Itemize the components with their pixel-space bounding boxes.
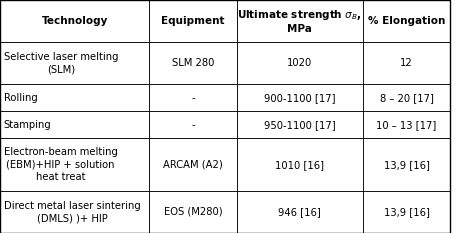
Bar <box>0 111 149 138</box>
Text: 950-1100 [17]: 950-1100 [17] <box>264 120 336 130</box>
Text: -: - <box>191 120 195 130</box>
Bar <box>363 138 450 191</box>
Bar <box>237 111 363 138</box>
Text: 13,9 [16]: 13,9 [16] <box>383 160 429 170</box>
Text: 8 – 20 [17]: 8 – 20 [17] <box>380 93 433 103</box>
Text: Selective laser melting
(SLM): Selective laser melting (SLM) <box>4 52 118 74</box>
Text: -: - <box>191 93 195 103</box>
Bar <box>0 138 149 191</box>
Text: Technology: Technology <box>41 16 108 26</box>
Text: 13,9 [16]: 13,9 [16] <box>383 207 429 217</box>
Text: 946 [16]: 946 [16] <box>278 207 321 217</box>
Text: % Elongation: % Elongation <box>368 16 445 26</box>
Text: EOS (M280): EOS (M280) <box>164 207 222 217</box>
Text: Rolling: Rolling <box>4 93 37 103</box>
Bar <box>149 191 237 233</box>
Bar <box>363 84 450 111</box>
Text: Direct metal laser sintering
(DMLS) )+ HIP: Direct metal laser sintering (DMLS) )+ H… <box>4 201 141 223</box>
Bar <box>237 138 363 191</box>
Bar <box>149 111 237 138</box>
Text: 900-1100 [17]: 900-1100 [17] <box>264 93 336 103</box>
Bar <box>363 111 450 138</box>
Text: 1020: 1020 <box>287 58 312 68</box>
Text: SLM 280: SLM 280 <box>172 58 214 68</box>
Text: Electron-beam melting
(EBM)+HIP + solution
heat treat: Electron-beam melting (EBM)+HIP + soluti… <box>4 147 118 182</box>
Bar <box>237 191 363 233</box>
Bar <box>0 0 149 42</box>
Text: 12: 12 <box>400 58 413 68</box>
Text: ARCAM (A2): ARCAM (A2) <box>163 160 223 170</box>
Text: 10 – 13 [17]: 10 – 13 [17] <box>376 120 437 130</box>
Bar <box>149 84 237 111</box>
Text: 1010 [16]: 1010 [16] <box>275 160 324 170</box>
Bar <box>0 84 149 111</box>
Bar <box>363 42 450 84</box>
Bar <box>237 84 363 111</box>
Bar <box>149 42 237 84</box>
Text: Ultimate strength $\sigma_B$,
MPa: Ultimate strength $\sigma_B$, MPa <box>237 8 362 34</box>
Text: Stamping: Stamping <box>4 120 52 130</box>
Bar <box>237 42 363 84</box>
Bar <box>0 42 149 84</box>
Bar <box>237 0 363 42</box>
Bar <box>363 191 450 233</box>
Bar <box>363 0 450 42</box>
Bar <box>0 191 149 233</box>
Bar <box>149 138 237 191</box>
Text: Equipment: Equipment <box>162 16 225 26</box>
Bar <box>149 0 237 42</box>
